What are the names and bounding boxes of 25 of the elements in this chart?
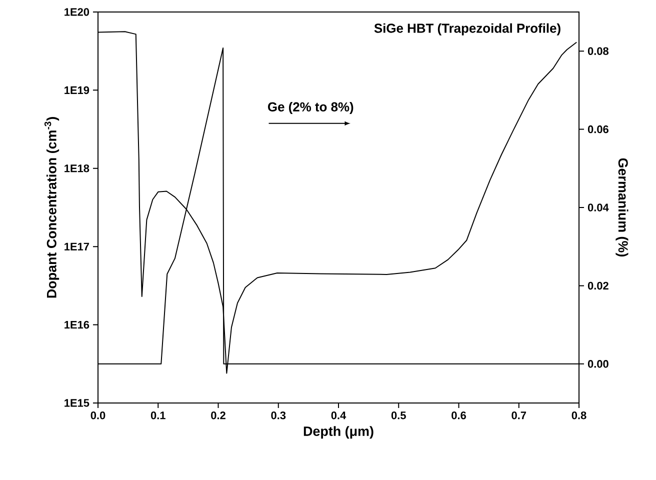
- y2-tick-label: 0.08: [588, 47, 609, 55]
- x-axis-title: Depth (μm): [304, 426, 374, 439]
- x-tick-label: 0.4: [331, 412, 346, 420]
- y2-tick-label: 0.02: [588, 282, 608, 290]
- y-tick-label: 1E16: [64, 320, 90, 329]
- y2-tick-label: 0.00: [588, 360, 608, 368]
- y-tick-label: 1E15: [64, 399, 90, 407]
- y-tick-label: 1E17: [64, 242, 89, 250]
- y2-axis-title: Germanium (%): [616, 158, 628, 257]
- y-axis-title: Dopant Concentration (cm$^{-3}$): [44, 117, 60, 298]
- y2-tick-label: 0.04: [588, 204, 609, 212]
- text: SiGe HBT (Trapezoidal Profile): [374, 23, 560, 36]
- x-tick-label: 0.3: [271, 412, 286, 420]
- x-tick-label: 0.1: [150, 412, 166, 420]
- x-tick-label: 0.2: [211, 412, 226, 420]
- x-tick-label: 0.6: [452, 412, 466, 420]
- y-tick-label: 1E18: [64, 164, 90, 172]
- y2-tick-label: 0.06: [588, 125, 608, 134]
- annotation: Ge (2% to 8%): [268, 102, 354, 114]
- y-tick-label: 1E19: [64, 86, 90, 94]
- x-tick-label: 0.8: [572, 412, 586, 420]
- x-tick-label: 0.0: [90, 412, 106, 420]
- x-tick-label: 0.5: [391, 412, 406, 420]
- x-tick-label: 0.7: [512, 412, 526, 420]
- y-tick-label: 1E20: [64, 8, 90, 16]
